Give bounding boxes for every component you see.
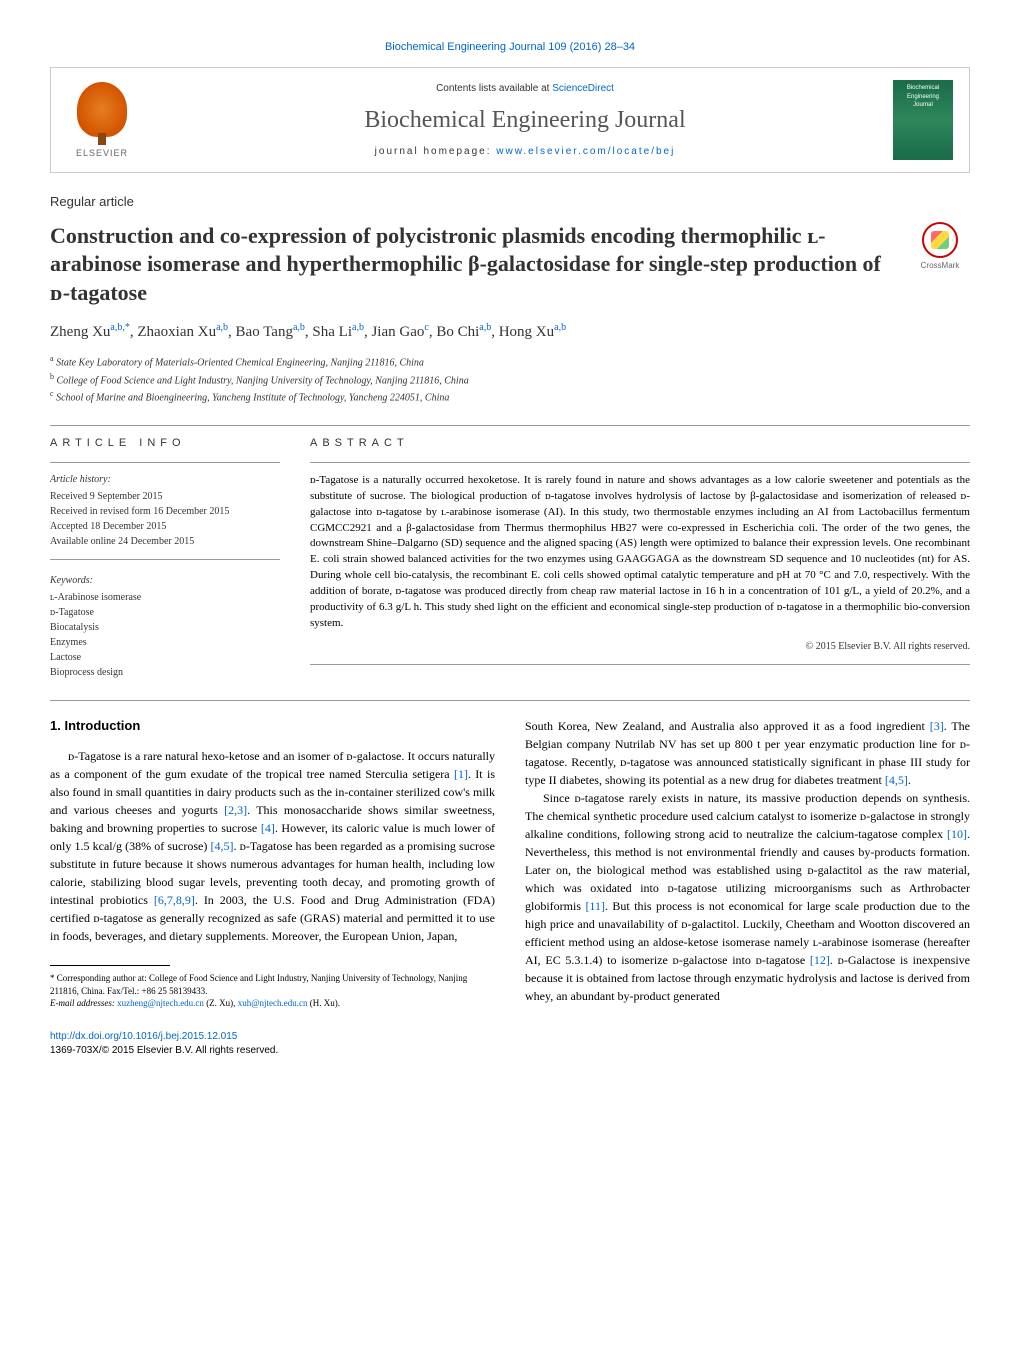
doi-link[interactable]: http://dx.doi.org/10.1016/j.bej.2015.12.…: [50, 1031, 237, 1042]
cover-text: Biochemical Engineering Journal: [897, 84, 949, 109]
journal-cover-thumbnail: Biochemical Engineering Journal: [893, 80, 953, 160]
received-date: Received 9 September 2015: [50, 489, 280, 504]
crossmark-icon: [922, 222, 958, 258]
article-info: ARTICLE INFO Article history: Received 9…: [50, 436, 280, 679]
intro-text-col1: ᴅ-Tagatose is a rare natural hexo-ketose…: [50, 747, 495, 945]
journal-reference: Biochemical Engineering Journal 109 (201…: [50, 40, 970, 55]
journal-name: Biochemical Engineering Journal: [157, 104, 893, 138]
info-divider-2: [50, 559, 280, 560]
crossmark-label: CrossMark: [921, 260, 960, 271]
email-name-2: (H. Xu).: [307, 998, 340, 1008]
affiliation-b: College of Food Science and Light Indust…: [57, 375, 469, 386]
online-date: Available online 24 December 2015: [50, 534, 280, 549]
email-link-1[interactable]: xuzheng@njtech.edu.cn: [117, 998, 204, 1008]
article-type: Regular article: [50, 193, 970, 211]
corresponding-author: * Corresponding author at: College of Fo…: [50, 972, 495, 997]
affiliation-a: State Key Laboratory of Materials-Orient…: [56, 358, 424, 369]
homepage-link[interactable]: www.elsevier.com/locate/bej: [496, 146, 675, 157]
elsevier-tree-icon: [77, 82, 127, 137]
abstract-heading: ABSTRACT: [310, 436, 970, 451]
footnotes: * Corresponding author at: College of Fo…: [50, 972, 495, 1010]
keywords-label: Keywords:: [50, 574, 280, 588]
history-label: Article history:: [50, 473, 280, 487]
keyword-5: Bioprocess design: [50, 665, 280, 680]
intro-text-col2: South Korea, New Zealand, and Australia …: [525, 717, 970, 1005]
abstract-text: ᴅ-Tagatose is a naturally occurred hexok…: [310, 473, 970, 632]
keyword-3: Enzymes: [50, 635, 280, 650]
keyword-2: Biocatalysis: [50, 620, 280, 635]
info-divider: [50, 462, 280, 463]
body-column-right: South Korea, New Zealand, and Australia …: [525, 717, 970, 1058]
footnote-separator: [50, 965, 170, 966]
affiliation-c: School of Marine and Bioengineering, Yan…: [56, 392, 449, 403]
article-info-heading: ARTICLE INFO: [50, 436, 280, 451]
journal-header-box: ELSEVIER Contents lists available at Sci…: [50, 67, 970, 173]
body-column-left: 1. Introduction ᴅ-Tagatose is a rare nat…: [50, 717, 495, 1058]
authors: Zheng Xua,b,*, Zhaoxian Xua,b, Bao Tanga…: [50, 321, 970, 343]
article-title: Construction and co-expression of polyci…: [50, 222, 890, 308]
abstract-divider: [310, 462, 970, 463]
homepage-line: journal homepage: www.elsevier.com/locat…: [157, 145, 893, 159]
homepage-prefix: journal homepage:: [375, 146, 497, 157]
elsevier-label: ELSEVIER: [76, 147, 128, 160]
keyword-1: ᴅ-Tagatose: [50, 605, 280, 620]
intro-heading: 1. Introduction: [50, 717, 495, 735]
accepted-date: Accepted 18 December 2015: [50, 519, 280, 534]
abstract: ABSTRACT ᴅ-Tagatose is a naturally occur…: [310, 436, 970, 679]
crossmark-badge[interactable]: CrossMark: [910, 222, 970, 271]
contents-line: Contents lists available at ScienceDirec…: [157, 82, 893, 96]
elsevier-logo: ELSEVIER: [67, 80, 137, 160]
issn-copyright: 1369-703X/© 2015 Elsevier B.V. All right…: [50, 1044, 495, 1058]
email-link-2[interactable]: xuh@njtech.edu.cn: [238, 998, 308, 1008]
abstract-copyright: © 2015 Elsevier B.V. All rights reserved…: [310, 640, 970, 654]
doi-block: http://dx.doi.org/10.1016/j.bej.2015.12.…: [50, 1030, 495, 1058]
divider: [50, 425, 970, 426]
sciencedirect-link[interactable]: ScienceDirect: [552, 83, 614, 94]
keyword-0: ʟ-Arabinose isomerase: [50, 590, 280, 605]
body-divider: [50, 700, 970, 701]
email-name-1: (Z. Xu),: [204, 998, 238, 1008]
email-label: E-mail addresses:: [50, 998, 117, 1008]
abstract-divider-2: [310, 664, 970, 665]
affiliations: a State Key Laboratory of Materials-Orie…: [50, 353, 970, 405]
contents-prefix: Contents lists available at: [436, 83, 552, 94]
keyword-4: Lactose: [50, 650, 280, 665]
revised-date: Received in revised form 16 December 201…: [50, 504, 280, 519]
